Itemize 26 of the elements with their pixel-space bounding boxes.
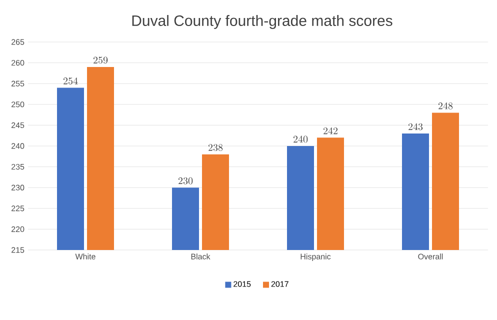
data-label: 242 (324, 127, 338, 134)
legend-label: 2017 (271, 281, 288, 287)
x-tick-label: Black (191, 254, 210, 260)
y-tick-label: 255 (12, 80, 24, 86)
x-tick-label: Hispanic (300, 254, 331, 261)
y-tick-label: 260 (12, 60, 24, 66)
y-tick-label: 265 (12, 39, 24, 45)
data-label: 254 (64, 77, 78, 84)
y-tick-label: 220 (12, 226, 24, 232)
y-tick-label: 215 (12, 247, 24, 253)
legend-label: 2015 (234, 281, 251, 287)
data-label: 243 (408, 123, 423, 130)
y-tick-label: 225 (12, 206, 24, 212)
data-label: 230 (178, 177, 193, 184)
data-label: 240 (294, 136, 308, 143)
data-label: 259 (94, 56, 108, 64)
x-tick-label: Overall (418, 254, 443, 260)
y-tick-label: 240 (12, 143, 24, 149)
x-tick-label: White (75, 254, 96, 260)
y-tick-label: 250 (12, 102, 24, 108)
chart-title: Duval County fourth-grade math scores (132, 15, 392, 29)
y-tick-label: 245 (12, 122, 24, 128)
data-label: 238 (208, 144, 223, 151)
data-label: 248 (438, 102, 453, 110)
y-tick-label: 230 (12, 184, 24, 190)
y-tick-label: 235 (12, 164, 24, 170)
